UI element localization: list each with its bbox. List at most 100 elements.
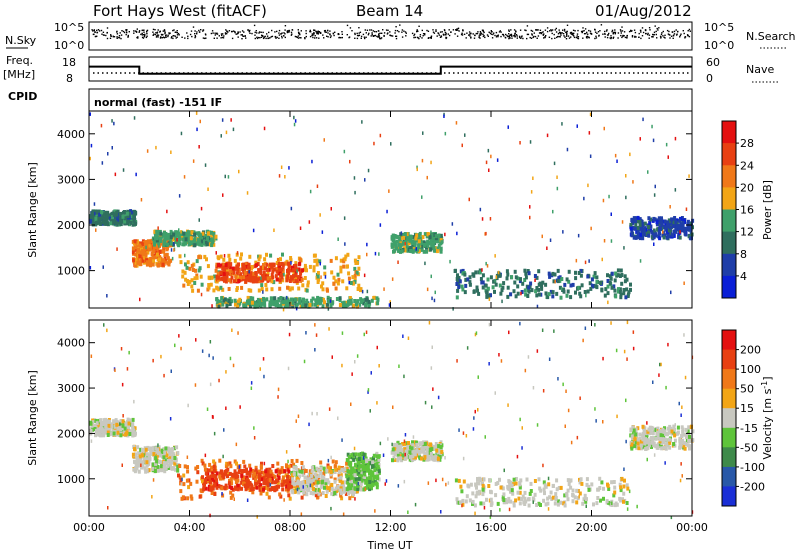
heatmap-cell <box>355 457 359 462</box>
heatmap-cell <box>646 225 650 230</box>
heatmap-cell <box>175 445 179 450</box>
heatmap-cell <box>337 472 341 477</box>
heatmap-cell <box>546 246 548 250</box>
heatmap-cell <box>146 239 150 244</box>
heatmap-cell <box>334 467 338 472</box>
heatmap-cell <box>343 216 346 220</box>
sky-point <box>225 29 227 31</box>
sky-point <box>142 37 145 39</box>
sky-point <box>278 29 281 32</box>
heatmap-cell <box>162 243 166 248</box>
heatmap-cell <box>689 221 693 226</box>
heatmap-cell <box>398 246 402 251</box>
heatmap-cell <box>623 279 627 284</box>
heatmap-cell <box>255 279 259 284</box>
heatmap-cell <box>264 283 268 287</box>
sky-point <box>623 35 625 37</box>
heatmap-cell <box>523 268 527 273</box>
sky-point <box>286 31 289 34</box>
heatmap-cell <box>102 429 106 434</box>
heatmap-cell <box>106 433 110 437</box>
sky-point <box>173 29 175 31</box>
heatmap-cell <box>129 220 133 225</box>
heatmap-cell <box>146 445 150 450</box>
heatmap-cell <box>205 240 207 245</box>
sky-point <box>155 36 158 38</box>
heatmap-cell <box>485 261 487 266</box>
heatmap-cell <box>411 249 415 254</box>
heatmap-cell <box>351 472 355 477</box>
sky-point <box>670 35 673 37</box>
heatmap-cell <box>137 248 140 252</box>
heatmap-cell <box>632 216 636 221</box>
sky-point <box>231 30 233 33</box>
heatmap-cell <box>180 230 182 234</box>
heatmap-cell <box>229 490 233 495</box>
heatmap-cell <box>125 211 129 216</box>
heatmap-cell <box>128 215 132 220</box>
sky-point <box>477 31 479 33</box>
sky-point <box>435 29 437 31</box>
sky-point <box>329 30 331 32</box>
sky-point <box>463 33 466 35</box>
heatmap-cell <box>127 425 131 430</box>
sky-point <box>226 32 228 35</box>
heatmap-cell <box>409 245 413 250</box>
heatmap-cell <box>234 302 237 307</box>
heatmap-cell <box>104 218 108 223</box>
heatmap-cell <box>152 259 155 264</box>
heatmap-cell <box>683 229 687 234</box>
heatmap-cell <box>331 459 335 464</box>
heatmap-cell <box>230 486 234 490</box>
heatmap-cell <box>519 277 522 282</box>
sky-point <box>363 36 366 38</box>
sky-point <box>555 31 558 33</box>
sky-point <box>365 36 367 38</box>
sky-point <box>640 37 642 40</box>
heatmap-cell <box>280 482 284 487</box>
heatmap-cell <box>270 287 274 292</box>
heatmap-cell <box>178 231 182 236</box>
heatmap-cell <box>324 275 327 279</box>
sky-point <box>510 29 512 31</box>
heatmap-cell <box>652 216 656 221</box>
heatmap-cell <box>305 288 309 293</box>
heatmap-cell <box>234 480 238 485</box>
heatmap-cell <box>190 278 194 283</box>
heatmap-cell <box>304 266 308 270</box>
heatmap-cell <box>188 266 192 271</box>
heatmap-cell <box>153 242 156 247</box>
heatmap-cell <box>340 301 344 306</box>
heatmap-cell <box>263 303 267 308</box>
sky-point <box>192 26 195 28</box>
heatmap-cell <box>259 271 263 276</box>
heatmap-cell <box>376 301 380 306</box>
sky-point <box>382 29 384 31</box>
sky-point <box>654 25 656 27</box>
sky-point <box>419 35 421 38</box>
heatmap-cell <box>227 253 231 258</box>
sky-point <box>424 33 426 35</box>
sky-point <box>550 29 552 31</box>
heatmap-cell <box>199 119 201 124</box>
sky-point <box>491 37 494 39</box>
heatmap-cell <box>271 486 274 491</box>
sky-point <box>314 37 316 39</box>
heatmap-cell <box>351 475 355 480</box>
heatmap-cell <box>186 230 190 235</box>
heatmap-cell <box>290 286 294 291</box>
sky-point <box>668 30 670 33</box>
heatmap-cell <box>290 459 294 463</box>
sky-point <box>426 29 428 32</box>
sky-point <box>565 35 568 37</box>
sky-point <box>330 35 332 37</box>
heatmap-cell <box>674 219 678 224</box>
heatmap-cell <box>396 248 400 253</box>
heatmap-cell <box>251 296 255 301</box>
sky-point <box>510 34 512 36</box>
heatmap-cell <box>249 303 252 308</box>
heatmap-cell <box>211 240 214 245</box>
sky-point <box>334 31 336 33</box>
heatmap-cell <box>349 301 353 306</box>
sky-point <box>484 36 486 39</box>
